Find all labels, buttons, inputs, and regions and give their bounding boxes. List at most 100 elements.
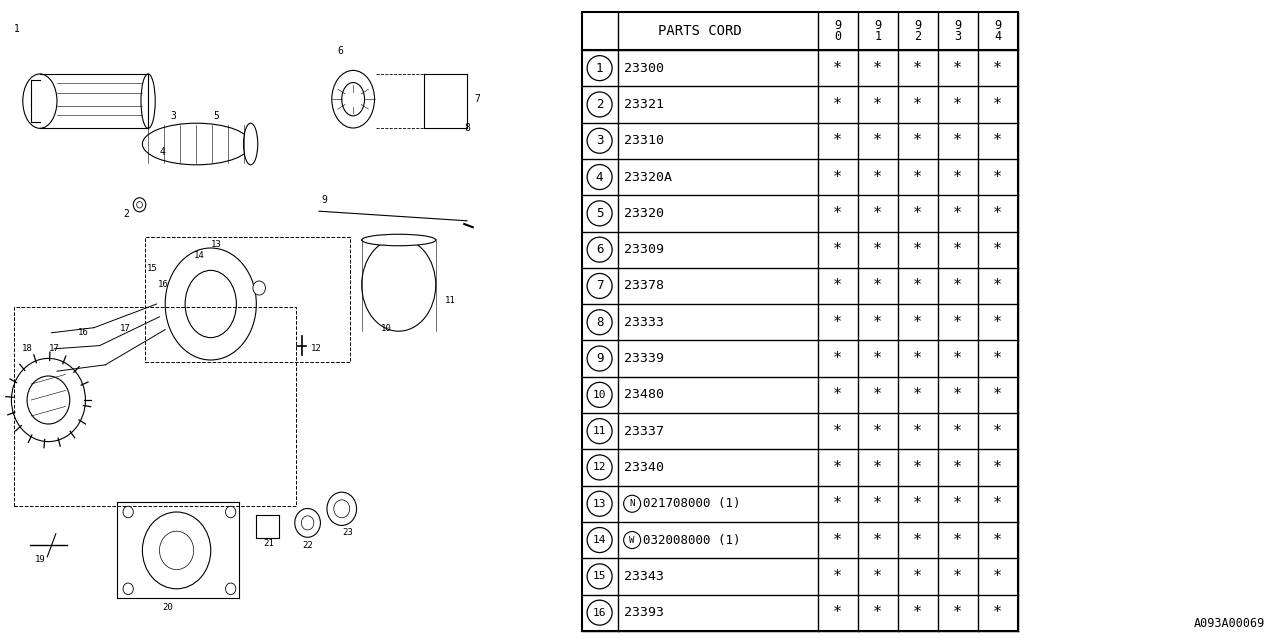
- Text: 11: 11: [444, 296, 456, 305]
- Text: 17: 17: [49, 344, 59, 353]
- Ellipse shape: [332, 70, 375, 128]
- Text: 7: 7: [475, 94, 480, 104]
- Ellipse shape: [141, 74, 155, 128]
- Text: *: *: [993, 496, 1002, 511]
- Text: *: *: [993, 170, 1002, 184]
- Text: *: *: [873, 532, 882, 548]
- Text: *: *: [873, 278, 882, 294]
- Text: 23300: 23300: [623, 61, 663, 75]
- Text: 19: 19: [35, 556, 45, 564]
- Text: *: *: [913, 242, 923, 257]
- Circle shape: [588, 419, 612, 444]
- Text: 12: 12: [593, 463, 607, 472]
- Text: *: *: [913, 387, 923, 403]
- Ellipse shape: [137, 202, 142, 208]
- Circle shape: [623, 532, 641, 548]
- Text: *: *: [873, 315, 882, 330]
- Circle shape: [588, 201, 612, 226]
- Text: 23320A: 23320A: [623, 170, 672, 184]
- Text: *: *: [913, 97, 923, 112]
- Text: 23333: 23333: [623, 316, 663, 329]
- Text: 15: 15: [147, 264, 157, 273]
- Circle shape: [588, 564, 612, 589]
- Ellipse shape: [123, 506, 133, 518]
- Text: *: *: [873, 133, 882, 148]
- Text: *: *: [993, 424, 1002, 438]
- Text: 23343: 23343: [623, 570, 663, 583]
- Bar: [145, 237, 351, 362]
- Text: *: *: [873, 206, 882, 221]
- Circle shape: [588, 164, 612, 189]
- Text: 13: 13: [211, 240, 221, 249]
- Text: 7: 7: [596, 280, 603, 292]
- Text: N: N: [630, 499, 635, 508]
- Text: *: *: [873, 242, 882, 257]
- Text: 9
0: 9 0: [835, 19, 841, 44]
- Text: 10: 10: [381, 324, 392, 333]
- Text: *: *: [993, 569, 1002, 584]
- Text: 23337: 23337: [623, 425, 663, 438]
- Text: *: *: [993, 278, 1002, 294]
- Text: 23: 23: [342, 528, 353, 537]
- Ellipse shape: [342, 83, 365, 116]
- Circle shape: [588, 92, 612, 117]
- Text: *: *: [954, 61, 963, 76]
- Text: *: *: [993, 387, 1002, 403]
- Text: *: *: [833, 351, 842, 366]
- Text: 4: 4: [160, 147, 165, 157]
- Text: *: *: [833, 242, 842, 257]
- Text: 5: 5: [214, 111, 219, 122]
- Text: 9
3: 9 3: [955, 19, 961, 44]
- Ellipse shape: [225, 506, 236, 518]
- Text: *: *: [913, 206, 923, 221]
- Text: 23378: 23378: [623, 280, 663, 292]
- Text: *: *: [833, 61, 842, 76]
- Ellipse shape: [165, 248, 256, 360]
- Text: 3: 3: [170, 111, 177, 122]
- Text: *: *: [833, 605, 842, 620]
- Text: *: *: [913, 460, 923, 475]
- Text: 16: 16: [593, 607, 607, 618]
- Text: 4: 4: [596, 170, 603, 184]
- Text: *: *: [913, 496, 923, 511]
- Ellipse shape: [23, 74, 58, 128]
- Ellipse shape: [253, 281, 265, 295]
- Text: 12: 12: [311, 344, 321, 353]
- Text: 8: 8: [596, 316, 603, 329]
- Text: 14: 14: [195, 252, 205, 260]
- Text: *: *: [954, 278, 963, 294]
- Text: *: *: [913, 351, 923, 366]
- Text: *: *: [954, 496, 963, 511]
- Circle shape: [588, 527, 612, 552]
- Ellipse shape: [362, 238, 435, 331]
- Text: PARTS CORD: PARTS CORD: [658, 24, 741, 38]
- Circle shape: [588, 600, 612, 625]
- Text: *: *: [954, 387, 963, 403]
- Text: 22: 22: [302, 541, 312, 550]
- Text: *: *: [833, 170, 842, 184]
- Circle shape: [623, 495, 641, 512]
- Text: *: *: [913, 278, 923, 294]
- Text: 9
1: 9 1: [874, 19, 882, 44]
- Text: *: *: [993, 133, 1002, 148]
- Circle shape: [588, 128, 612, 153]
- Text: *: *: [913, 61, 923, 76]
- Text: *: *: [833, 278, 842, 294]
- Text: 032008000 (1): 032008000 (1): [643, 534, 740, 547]
- Text: *: *: [993, 97, 1002, 112]
- Text: 021708000 (1): 021708000 (1): [643, 497, 740, 510]
- Circle shape: [588, 273, 612, 298]
- Text: 6: 6: [596, 243, 603, 256]
- Ellipse shape: [334, 500, 349, 518]
- Text: 3: 3: [596, 134, 603, 147]
- Text: *: *: [833, 532, 842, 548]
- Text: *: *: [833, 206, 842, 221]
- Text: *: *: [954, 242, 963, 257]
- Circle shape: [588, 346, 612, 371]
- Text: 21: 21: [264, 540, 274, 548]
- Text: *: *: [993, 460, 1002, 475]
- Text: *: *: [993, 61, 1002, 76]
- Ellipse shape: [326, 492, 357, 525]
- Circle shape: [588, 455, 612, 480]
- Text: *: *: [993, 242, 1002, 257]
